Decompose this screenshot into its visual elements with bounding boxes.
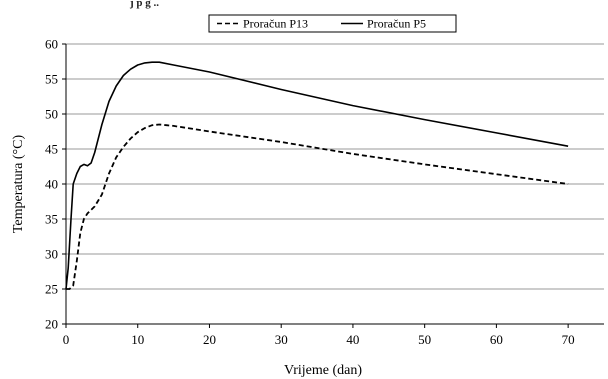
axes xyxy=(62,43,604,328)
x-tick-label-0: 0 xyxy=(63,332,70,347)
x-axis-label: Vrijeme (dan) xyxy=(284,363,362,378)
partial-caption: j p g .. xyxy=(129,0,159,9)
legend-label-2: Proračun P5 xyxy=(367,17,426,31)
y-tick-label-30: 30 xyxy=(45,247,58,262)
y-tick-label-55: 55 xyxy=(45,72,58,87)
legend: Proračun P13 Proračun P5 xyxy=(208,14,457,33)
y-tick-label-25: 25 xyxy=(45,282,58,297)
series-line-2 xyxy=(65,61,569,290)
x-tick-label-10: 10 xyxy=(131,332,144,347)
y-tick-label-45: 45 xyxy=(45,142,58,157)
y-axis-label: Temperatura (°C) xyxy=(11,135,26,234)
x-tick-label-40: 40 xyxy=(346,332,359,347)
series-line-1 xyxy=(66,123,569,290)
x-tick-label-50: 50 xyxy=(418,332,431,347)
legend-label-1: Proračun P13 xyxy=(243,17,308,31)
x-tick-label-30: 30 xyxy=(275,332,288,347)
grid-lines xyxy=(66,43,604,325)
y-tick-label-35: 35 xyxy=(45,212,58,227)
x-tick-label-20: 20 xyxy=(203,332,216,347)
x-tick-label-70: 70 xyxy=(562,332,575,347)
y-tick-labels: 20 25 30 35 40 45 50 55 60 xyxy=(45,37,58,332)
y-tick-label-40: 40 xyxy=(45,177,58,192)
x-tick-labels: 0 10 20 30 40 50 60 70 xyxy=(63,332,575,347)
y-tick-label-60: 60 xyxy=(45,37,58,52)
y-tick-label-20: 20 xyxy=(45,317,58,332)
series-lines xyxy=(65,61,569,290)
x-tick-label-60: 60 xyxy=(490,332,503,347)
legend-box xyxy=(208,14,457,33)
y-tick-label-50: 50 xyxy=(45,107,58,122)
